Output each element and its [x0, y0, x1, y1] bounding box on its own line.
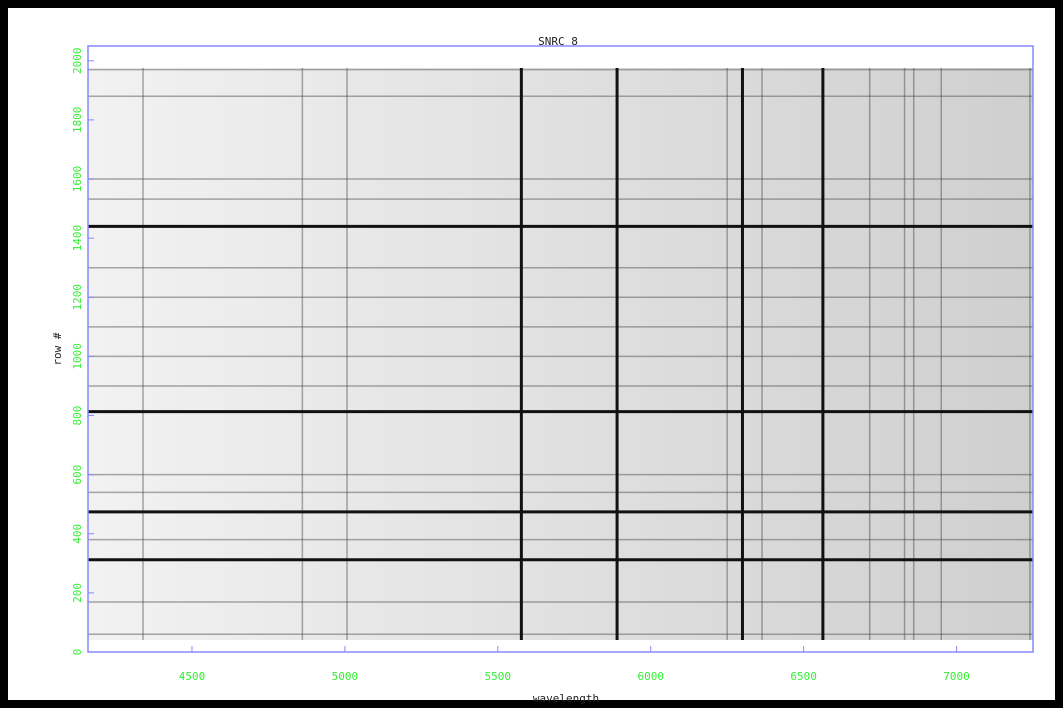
- plot-frame: [87, 45, 1034, 653]
- y-tick-label: 0: [71, 649, 84, 656]
- y-tick-label: 200: [71, 583, 84, 603]
- x-tick-label: 5000: [332, 670, 359, 683]
- y-tick-label: 2000: [71, 48, 84, 75]
- x-tick-label: 4500: [179, 670, 206, 683]
- y-tick-label: 1800: [71, 107, 84, 134]
- y-tick-label: 1400: [71, 225, 84, 252]
- x-axis-label: wavelength: [533, 692, 599, 705]
- x-tick-label: 7000: [943, 670, 970, 683]
- chart-title: SNRC 8: [538, 35, 578, 48]
- y-tick-label: 600: [71, 465, 84, 485]
- y-tick-label: 1200: [71, 284, 84, 311]
- spectrum-image: [88, 68, 1033, 640]
- x-tick-label: 6000: [637, 670, 664, 683]
- x-tick-label: 5500: [485, 670, 512, 683]
- y-tick-label: 1000: [71, 343, 84, 370]
- y-tick-label: 1600: [71, 166, 84, 193]
- y-tick-label: 400: [71, 524, 84, 544]
- y-axis-label: row #: [51, 332, 64, 365]
- y-tick-label: 800: [71, 406, 84, 426]
- x-tick-label: 6500: [790, 670, 817, 683]
